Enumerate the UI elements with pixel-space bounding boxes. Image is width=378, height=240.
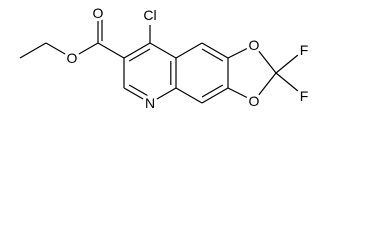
label-backdrop [246, 37, 262, 53]
label-backdrop [296, 88, 312, 104]
atom-label: Cl [143, 7, 156, 23]
atom-label: O [249, 93, 260, 109]
label-backdrop [64, 50, 80, 66]
bond [123, 42, 151, 59]
label-backdrop [90, 5, 106, 21]
bond [97, 42, 125, 59]
label-backdrop [140, 5, 160, 25]
bond [175, 42, 203, 59]
bond [201, 48, 224, 62]
bond [201, 84, 224, 98]
label-backdrop [296, 42, 312, 58]
atom-label: O [67, 50, 78, 66]
bond [19, 42, 47, 59]
label-backdrop [142, 95, 158, 111]
atom-label: F [300, 88, 309, 104]
bonds [19, 13, 305, 104]
structure-diagram: O O Cl N O O F F [19, 5, 312, 111]
atom-label: O [249, 37, 260, 53]
bond [128, 48, 151, 62]
bond [128, 84, 151, 98]
atom-label: F [300, 42, 309, 58]
atom-label: O [93, 5, 104, 21]
bond [175, 87, 203, 104]
bond [201, 42, 229, 59]
bond [149, 42, 177, 59]
atom-labels: O O Cl N O O F F [64, 5, 312, 111]
atom-label: N [145, 95, 155, 111]
label-backdrop [246, 93, 262, 109]
bond [201, 87, 229, 104]
